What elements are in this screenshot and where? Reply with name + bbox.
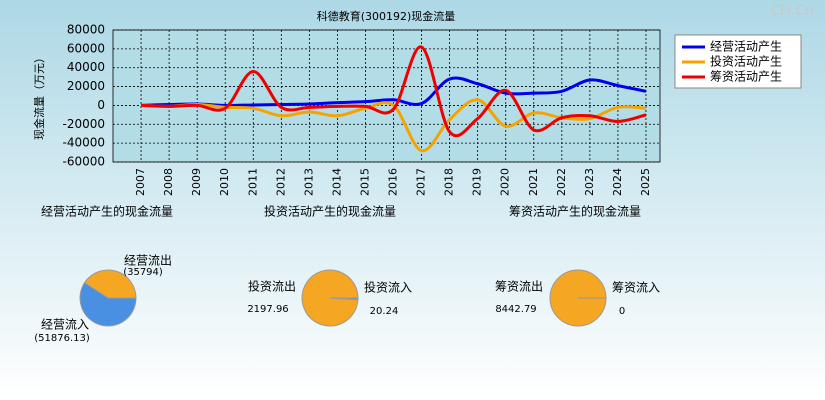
pie-label: 经营流入 <box>41 318 89 332</box>
x-tick-label: 2024 <box>611 168 624 196</box>
pie-value-label: 8442.79 <box>495 304 536 315</box>
pie-label: 投资流入 <box>364 280 412 295</box>
series-line <box>141 76 647 107</box>
x-tick-label: 2017 <box>415 168 428 196</box>
pie-value-label: 0 <box>619 306 625 317</box>
x-tick-label: 2020 <box>499 168 512 196</box>
y-tick-label: 80000 <box>67 23 105 37</box>
x-tick-label: 2012 <box>274 168 287 196</box>
x-tick-label: 2019 <box>471 168 484 196</box>
pie-value-label: (35794) <box>123 267 163 278</box>
y-tick-label: 60000 <box>67 41 105 55</box>
series-line <box>141 45 647 138</box>
y-tick-label: 0 <box>97 98 105 112</box>
chart-title: 科德教育(300192)现金流量 <box>317 9 456 23</box>
pie-value-label: (51876.13) <box>34 333 90 344</box>
y-tick-label: 20000 <box>67 79 105 93</box>
x-tick-label: 2023 <box>583 168 596 196</box>
x-tick-label: 2011 <box>246 168 259 196</box>
x-tick-label: 2025 <box>639 168 652 196</box>
y-tick-label: -60000 <box>62 155 105 169</box>
x-tick-label: 2013 <box>302 168 315 196</box>
legend-label: 筹资活动产生 <box>710 70 782 84</box>
pie-title: 投资活动产生的现金流量 <box>264 204 396 219</box>
y-axis-label: 现金流量（万元） <box>32 52 46 140</box>
watermark: CFi.Cn <box>770 3 814 19</box>
y-tick-label: -40000 <box>62 136 105 150</box>
pie-title: 经营活动产生的现金流量 <box>41 204 173 219</box>
y-tick-label: -20000 <box>62 117 105 131</box>
legend-label: 投资活动产生 <box>710 54 782 69</box>
x-tick-label: 2010 <box>218 168 231 196</box>
x-tick-label: 2009 <box>190 168 203 196</box>
pie-slice <box>79 282 137 327</box>
pie-slice <box>329 297 359 301</box>
legend-label: 经营活动产生 <box>710 40 782 54</box>
pie-value-label: 20.24 <box>370 306 399 317</box>
pie-label: 筹资流入 <box>612 281 660 295</box>
x-tick-label: 2015 <box>358 168 371 196</box>
x-tick-label: 2008 <box>162 168 175 196</box>
x-tick-label: 2007 <box>134 168 147 196</box>
pie-label: 经营流出 <box>124 254 172 268</box>
pie-value-label: 2197.96 <box>247 304 288 315</box>
plot-area <box>112 29 661 163</box>
x-tick-label: 2022 <box>555 168 568 196</box>
x-tick-label: 2016 <box>387 168 400 196</box>
pie-label: 筹资流出 <box>495 280 543 294</box>
pie-label: 投资流出 <box>248 279 296 294</box>
pie-title: 筹资活动产生的现金流量 <box>509 204 641 219</box>
x-tick-label: 2018 <box>443 168 456 196</box>
x-tick-label: 2014 <box>330 168 343 196</box>
y-tick-label: 40000 <box>67 60 105 74</box>
x-tick-label: 2021 <box>527 168 540 196</box>
